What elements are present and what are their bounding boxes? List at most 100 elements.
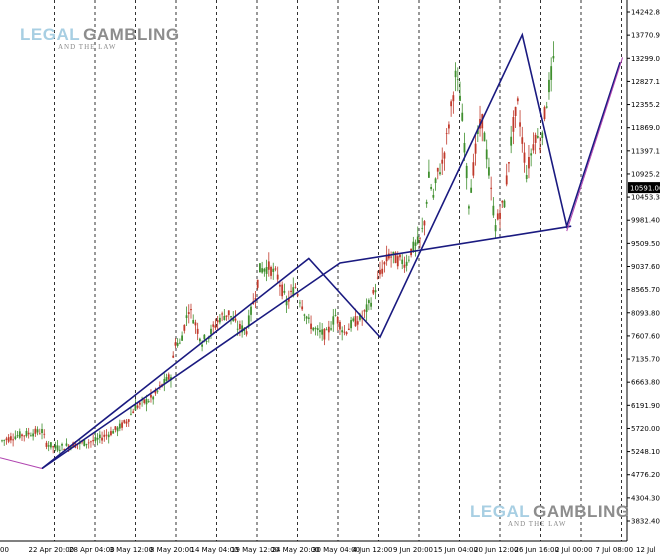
candle-up — [412, 241, 415, 252]
candle-down — [87, 442, 90, 444]
candle-down — [512, 117, 515, 132]
candle-up — [325, 329, 328, 331]
candle-up — [47, 445, 50, 447]
candle-up — [259, 263, 261, 273]
candle-up — [341, 330, 344, 333]
watermark-bottom-word1-span: LEGAL — [470, 502, 530, 521]
candle-up — [272, 268, 275, 272]
candle-down — [287, 298, 290, 302]
candle-down — [519, 122, 521, 127]
candle-up — [223, 315, 226, 321]
candle-down — [376, 277, 379, 279]
candle-down — [132, 411, 135, 414]
candle-down — [523, 152, 526, 163]
candle-up — [550, 66, 553, 80]
candle-up — [36, 429, 39, 433]
projection-line — [566, 57, 624, 232]
candle-up — [210, 328, 212, 335]
candle-down — [390, 256, 392, 258]
price-tick-label: 14242.80 — [631, 9, 660, 17]
candle-up — [283, 290, 286, 293]
candle-up — [470, 187, 473, 193]
time-tick-label: 2 Jul 00:00 — [555, 546, 593, 554]
candle-up — [241, 325, 244, 333]
candle-up — [61, 444, 63, 446]
trend-line — [41, 225, 572, 470]
candle-up — [230, 316, 232, 318]
price-tick-label: 8093.80 — [631, 309, 660, 317]
candle-up — [305, 316, 308, 319]
candle-down — [105, 434, 108, 436]
candle-down — [279, 284, 281, 287]
candle-down — [543, 107, 546, 120]
candle-up — [118, 423, 121, 429]
candle-down — [327, 326, 330, 333]
candle-up — [461, 112, 464, 121]
candle-down — [396, 256, 399, 267]
candle-down — [43, 433, 46, 435]
price-tick-label: 7135.70 — [631, 356, 660, 364]
candle-up — [530, 153, 533, 156]
time-tick-label: 15 Jun 04:00 — [434, 546, 478, 554]
candle-down — [301, 306, 304, 310]
candle-up — [130, 413, 132, 415]
time-tick-label: 14 May 04:00 — [191, 546, 239, 554]
time-tick-label: 26 Jun 16:00 — [515, 546, 559, 554]
time-tick-label: 12 Jul — [636, 546, 656, 554]
watermark-top-word1: LEGAL GAMBLING — [20, 25, 180, 44]
candle-down — [532, 144, 535, 151]
candle-up — [203, 334, 206, 340]
candle-up — [134, 405, 137, 411]
candle-up — [365, 304, 368, 313]
candle-up — [307, 317, 310, 319]
candle-up — [425, 201, 428, 204]
candle-down — [521, 137, 524, 144]
candle-up — [107, 434, 110, 438]
candle-down — [190, 309, 192, 311]
candle-down — [267, 261, 270, 270]
candle-up — [488, 167, 490, 176]
candle-up — [459, 95, 461, 101]
candle-down — [227, 310, 230, 316]
candle-up — [299, 302, 301, 304]
candle-up — [16, 435, 19, 437]
candle-up — [367, 300, 370, 304]
price-tick-label: 7607.60 — [631, 332, 660, 340]
candle-up — [494, 225, 497, 232]
candle-up — [83, 439, 86, 447]
candle-down — [34, 428, 37, 434]
candle-down — [501, 200, 504, 203]
candle-down — [339, 321, 341, 330]
candle-down — [528, 157, 530, 169]
candle-down — [196, 328, 199, 334]
candle-down — [123, 420, 126, 423]
candle-up — [465, 165, 468, 179]
candle-down — [276, 274, 279, 280]
candle-down — [310, 323, 312, 330]
candle-down — [403, 264, 406, 268]
price-tick-label: 11869.00 — [631, 124, 660, 132]
candle-down — [174, 342, 177, 346]
candle-down — [354, 316, 357, 327]
candle-down — [534, 134, 537, 143]
candle-up — [456, 79, 459, 81]
candle-up — [334, 315, 337, 316]
candle-up — [85, 443, 88, 445]
candle-down — [214, 325, 217, 328]
time-tick-label: 8 May 20:00 — [150, 546, 194, 554]
candle-up — [392, 251, 395, 255]
candle-up — [463, 142, 466, 153]
current-price-label: 10591.00 — [630, 185, 660, 193]
candle-down — [508, 162, 510, 164]
candle-down — [372, 289, 375, 294]
candle-down — [194, 322, 197, 326]
candle-down — [290, 290, 292, 292]
price-tick-label: 5248.10 — [631, 448, 660, 456]
candle-up — [359, 314, 361, 320]
candle-up — [350, 320, 352, 329]
current-price-tag: 10591.00 — [628, 182, 660, 194]
candle-up — [430, 187, 433, 189]
candle-up — [492, 205, 495, 216]
